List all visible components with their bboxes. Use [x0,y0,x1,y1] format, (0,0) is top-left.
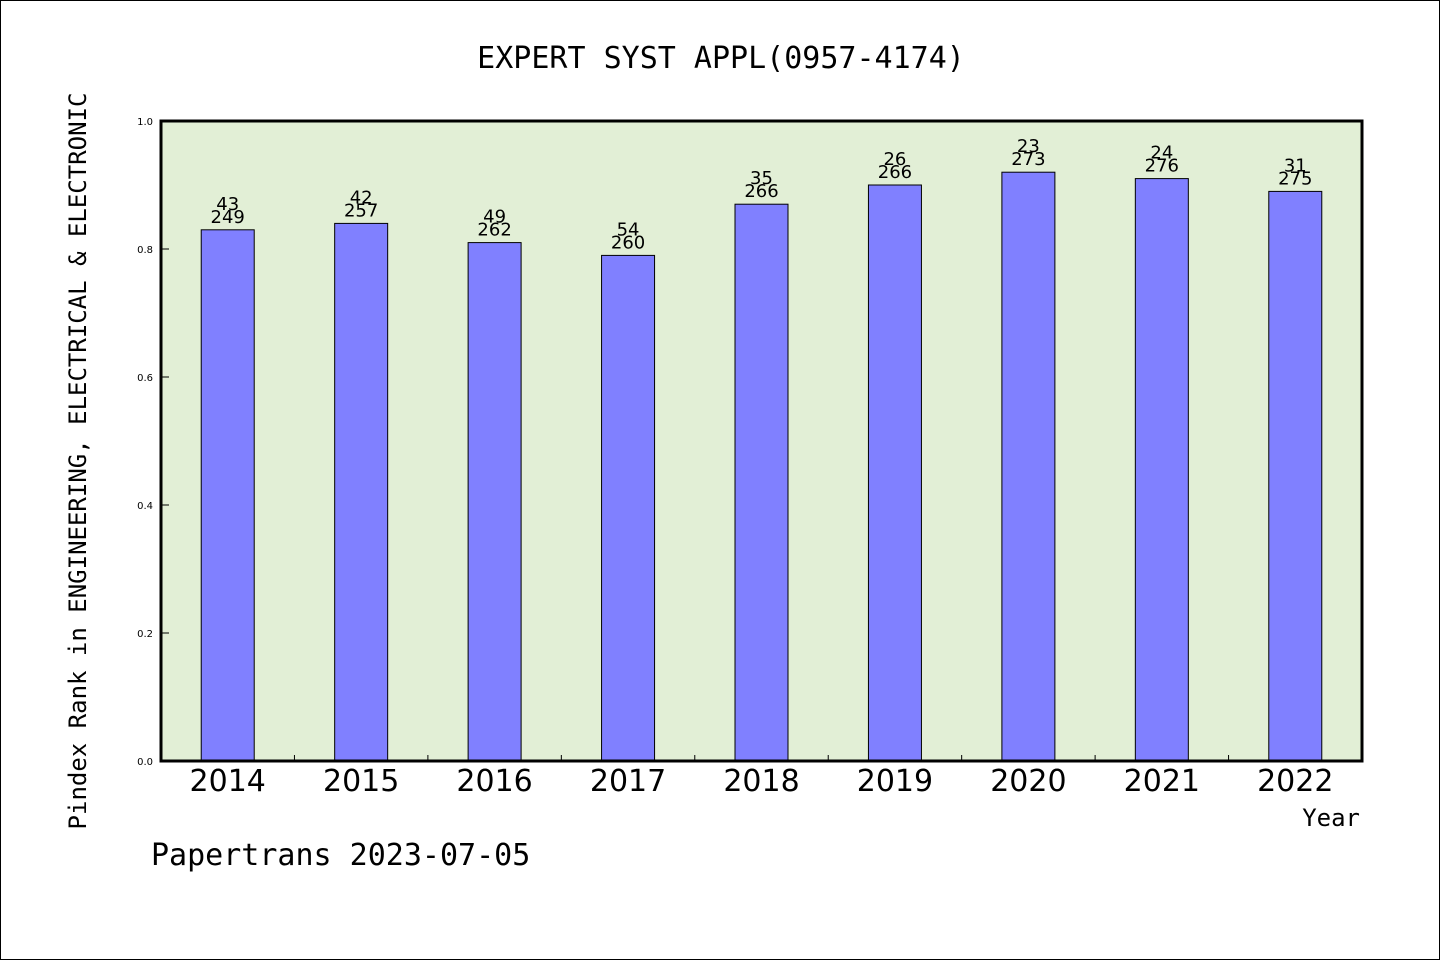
bar-rank-label-2021: 24 [1150,143,1173,164]
y-tick-label: 1.0 [137,117,153,128]
x-tick-label-2017: 2017 [590,764,666,799]
bar-2019 [867,184,922,762]
bar-2016 [467,242,522,762]
y-tick-label: 0.0 [137,757,153,768]
bar-2015 [334,222,389,762]
bar-rank-label-2014: 43 [216,194,239,215]
y-tick-label: 0.4 [137,501,153,512]
x-axis-label: Year [1302,804,1360,832]
x-tick-label-2014: 2014 [190,764,266,799]
bar-2014 [200,229,255,762]
y-tick-label: 0.2 [137,629,153,640]
bar-total-label-2021: 276 [1145,156,1179,177]
bar-2021 [1134,178,1189,762]
x-tick-label-2020: 2020 [990,764,1066,799]
bar-rank-label-2017: 54 [617,219,640,240]
bar-total-label-2016: 262 [477,220,511,241]
x-axis: 2014 2015 2016 2017 2018 2019 2020 2021 2022 [190,755,1333,799]
bar-rank-label-2015: 42 [350,187,373,208]
bar-total-label-2017: 260 [611,232,645,253]
x-tick-label-2015: 2015 [323,764,399,799]
y-tick-label: 0.8 [137,245,153,256]
bar-total-label-2019: 266 [878,162,912,183]
bar-rank-label-2020: 23 [1017,136,1040,157]
x-tick-label-2018: 2018 [723,764,799,799]
bar-rank-label-2018: 35 [750,168,773,189]
x-tick-label-2016: 2016 [456,764,532,799]
bar-2020 [1001,171,1056,762]
bar-total-label-2015: 257 [344,200,378,221]
bar-2018 [734,203,789,762]
bar-total-label-2020: 273 [1011,149,1045,170]
y-axis-label: Pindex Rank in ENGINEERING, ELECTRICAL &… [64,93,92,830]
x-tick-label-2022: 2022 [1257,764,1333,799]
bar-2022 [1268,190,1323,762]
bar-rank-label-2022: 31 [1284,155,1307,176]
x-tick-label-2021: 2021 [1124,764,1200,799]
footer-text: Papertrans 2023-07-05 [151,838,530,873]
bar-rank-label-2016: 49 [483,207,506,228]
bar-rank-label-2019: 26 [883,149,906,170]
bar-total-label-2018: 266 [744,181,778,202]
plot-frame [159,119,1364,763]
bar-total-label-2014: 249 [211,207,245,228]
y-tick-label: 0.6 [137,373,153,384]
x-tick-label-2019: 2019 [857,764,933,799]
chart-title: EXPERT SYST APPL(0957-4174) [477,41,965,76]
bar-total-label-2022: 275 [1278,168,1312,189]
bar-2017 [601,254,656,762]
